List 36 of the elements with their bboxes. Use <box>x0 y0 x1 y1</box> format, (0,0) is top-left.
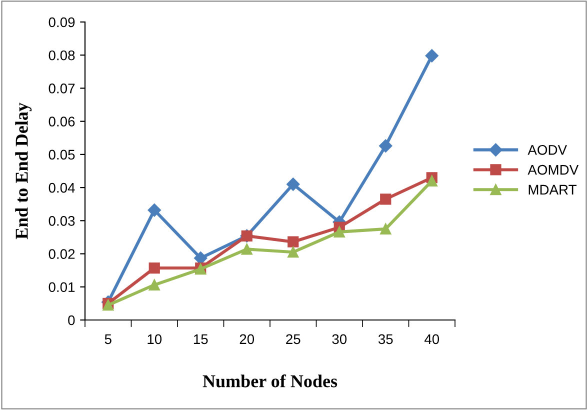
x-tick-label: 5 <box>104 334 112 344</box>
y-axis-title: End to End Delay <box>15 102 32 240</box>
point <box>288 246 299 258</box>
point <box>380 194 392 205</box>
x-tick-label: 10 <box>148 334 162 344</box>
y-tick-label: 0.04 <box>48 182 75 193</box>
y-tick-label: 0.03 <box>48 216 75 226</box>
x-tick-label: 30 <box>332 334 347 344</box>
point <box>288 236 299 248</box>
x-axis-title: Number of Nodes <box>202 374 338 388</box>
y-tick-label: 0.07 <box>48 84 75 94</box>
y-tick-label: 0.06 <box>48 116 75 127</box>
legend-label: AOMDV <box>528 164 579 175</box>
x-tick-label: 15 <box>194 334 208 344</box>
point <box>426 175 438 186</box>
y-tick-label: 0.02 <box>48 249 75 259</box>
y-tick-label: 0.08 <box>48 50 75 60</box>
x-tick-label: 25 <box>286 334 300 344</box>
y-tick-label: 0 <box>68 315 75 326</box>
point <box>334 226 345 238</box>
legend-label: AODV <box>528 145 567 155</box>
y-tick-label: 0.09 <box>48 17 75 28</box>
point <box>425 49 438 62</box>
y-tick-label: 0.05 <box>48 150 75 160</box>
point <box>380 223 392 234</box>
point <box>286 178 300 191</box>
x-tick-label: 40 <box>424 334 440 344</box>
x-tick-label: 35 <box>378 334 393 344</box>
point <box>241 244 252 255</box>
point <box>148 279 160 290</box>
point <box>148 203 161 217</box>
y-tick-label: 0.01 <box>48 282 75 292</box>
point <box>148 262 160 274</box>
point <box>379 139 392 152</box>
x-tick-label: 20 <box>240 334 254 344</box>
legend-label: MDART <box>528 184 576 194</box>
